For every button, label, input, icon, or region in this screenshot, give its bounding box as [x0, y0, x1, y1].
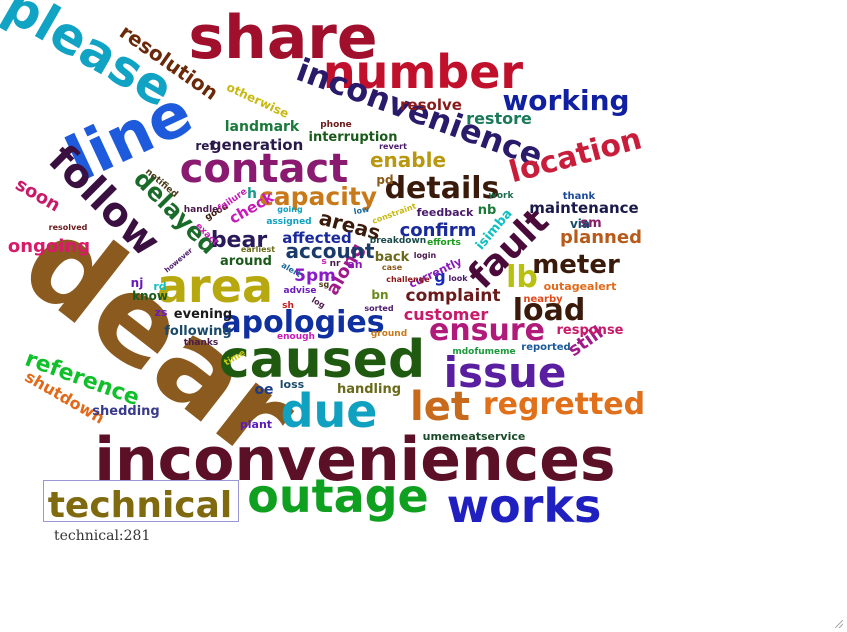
cloud-word-outage[interactable]: outage: [247, 469, 429, 523]
cloud-word-ah[interactable]: ah: [347, 258, 362, 271]
cloud-word-ensure[interactable]: ensure: [429, 313, 545, 348]
cloud-word-working[interactable]: working: [502, 84, 629, 117]
cloud-word-know[interactable]: know: [132, 289, 168, 303]
cloud-word-inconveniences[interactable]: inconveniences: [94, 425, 615, 495]
cloud-word-resolved[interactable]: resolved: [49, 223, 88, 232]
cloud-word-load[interactable]: load: [513, 293, 586, 328]
cloud-word-thank[interactable]: thank: [563, 191, 596, 202]
cloud-word-zs[interactable]: zs: [155, 306, 168, 319]
cloud-word-reported[interactable]: reported: [521, 342, 570, 353]
cloud-word-plant[interactable]: plant: [240, 418, 272, 431]
cloud-word-bear[interactable]: bear: [211, 228, 268, 253]
cloud-word-apologies[interactable]: apologies: [221, 305, 384, 340]
word-tooltip: technical:281: [54, 528, 151, 544]
cloud-word-meter[interactable]: meter: [532, 250, 620, 280]
cloud-word-area[interactable]: area: [157, 259, 273, 313]
cloud-word-shedding[interactable]: shedding: [92, 404, 159, 419]
cloud-word-efforts[interactable]: efforts: [427, 238, 461, 248]
cloud-word-maintenance[interactable]: maintenance: [529, 199, 638, 217]
cloud-word-sg[interactable]: sg: [319, 280, 330, 289]
cloud-word-revert[interactable]: revert: [379, 142, 407, 151]
cloud-word-customer[interactable]: customer: [404, 305, 489, 324]
cloud-word-restore[interactable]: restore: [466, 109, 532, 128]
cloud-word-nb[interactable]: nb: [478, 203, 497, 218]
cloud-word-advise[interactable]: advise: [284, 286, 317, 296]
cloud-word-look[interactable]: look: [448, 274, 468, 283]
cloud-word-case[interactable]: case: [382, 263, 403, 272]
cloud-word-low[interactable]: low: [353, 205, 371, 217]
cloud-word-planned[interactable]: planned: [560, 227, 642, 248]
cloud-word-back[interactable]: back: [375, 250, 410, 265]
cloud-word-umemeatservice[interactable]: umemeatservice: [423, 430, 526, 443]
cloud-word-outagealert[interactable]: outagealert: [544, 280, 617, 293]
cloud-word-contact[interactable]: contact: [180, 146, 349, 192]
cloud-word-oe[interactable]: oe: [254, 382, 273, 398]
cloud-word-pd[interactable]: pd: [376, 173, 393, 187]
cloud-word-thanks[interactable]: thanks: [184, 338, 219, 348]
cloud-word-ref[interactable]: ref: [195, 139, 215, 153]
cloud-word-sorted[interactable]: sorted: [364, 304, 393, 313]
cloud-word-number[interactable]: number: [323, 45, 524, 99]
cloud-word-via[interactable]: via: [570, 217, 590, 231]
cloud-word-details[interactable]: details: [385, 171, 500, 206]
cloud-word-h[interactable]: h: [247, 186, 257, 202]
cloud-word-share[interactable]: share: [188, 3, 377, 73]
cloud-word-capacity[interactable]: capacity: [259, 182, 377, 211]
cloud-word-otherwise[interactable]: otherwise: [224, 80, 291, 121]
cloud-word-nearby[interactable]: nearby: [523, 294, 563, 305]
cloud-word-works[interactable]: works: [447, 479, 602, 533]
cloud-word-alert[interactable]: alert: [280, 261, 303, 280]
cloud-word-complaint[interactable]: complaint: [406, 286, 501, 306]
cloud-word-earliest[interactable]: earliest: [241, 245, 275, 254]
cloud-word-sm[interactable]: sm: [580, 216, 601, 231]
cloud-word-generation[interactable]: generation: [211, 136, 304, 154]
cloud-word-mdofumeme[interactable]: mdofumeme: [452, 347, 515, 357]
cloud-word-affected[interactable]: affected: [282, 229, 351, 247]
resize-grip-icon: [835, 620, 843, 628]
cloud-word-lb[interactable]: lb: [506, 260, 538, 295]
cloud-word-issue[interactable]: issue: [444, 348, 567, 397]
cloud-word-confirm[interactable]: confirm: [400, 220, 477, 241]
cloud-word-resolve[interactable]: resolve: [400, 96, 462, 114]
cloud-word-response[interactable]: response: [556, 323, 623, 338]
cloud-word-work[interactable]: work: [489, 191, 515, 201]
cloud-word-evening[interactable]: evening: [174, 307, 232, 322]
cloud-word-landmark[interactable]: landmark: [225, 119, 300, 135]
cloud-word-ground[interactable]: ground: [371, 329, 407, 339]
cloud-word-loss[interactable]: loss: [280, 378, 305, 391]
cloud-word-following[interactable]: following: [164, 324, 231, 339]
cloud-word-due[interactable]: due: [281, 384, 378, 438]
cloud-word-sh[interactable]: sh: [282, 301, 294, 311]
cloud-word-interruption[interactable]: interruption: [309, 130, 398, 145]
cloud-word-phone[interactable]: phone: [320, 120, 352, 130]
cloud-word-breakdown[interactable]: breakdown: [370, 236, 426, 246]
cloud-word-handle[interactable]: handle: [184, 205, 219, 215]
cloud-word-nj[interactable]: nj: [131, 276, 144, 290]
cloud-word-let[interactable]: let: [410, 384, 470, 430]
cloud-word-5pm[interactable]: 5pm: [294, 266, 336, 286]
cloud-word-regretted[interactable]: regretted: [483, 387, 645, 422]
cloud-word-handling[interactable]: handling: [337, 382, 401, 397]
cloud-word-ongoing[interactable]: ongoing: [8, 236, 90, 257]
cloud-word-g[interactable]: g: [434, 267, 445, 286]
cloud-word-challenge[interactable]: challenge: [386, 275, 430, 284]
cloud-word-assigned[interactable]: assigned: [266, 217, 311, 227]
cloud-word-bn[interactable]: bn: [371, 288, 388, 302]
cloud-word-caused[interactable]: caused: [219, 330, 425, 390]
cloud-word-rd[interactable]: rd: [153, 280, 166, 293]
cloud-word-technical[interactable]: technical: [48, 485, 233, 526]
cloud-word-feedback[interactable]: feedback: [417, 206, 474, 219]
cloud-word-nr[interactable]: nr: [330, 259, 341, 269]
cloud-word-account[interactable]: account: [286, 239, 375, 263]
cloud-word-enable[interactable]: enable: [370, 148, 446, 172]
cloud-word-login[interactable]: login: [414, 251, 437, 260]
cloud-word-going[interactable]: going: [277, 205, 303, 214]
cloud-word-enough[interactable]: enough: [277, 332, 315, 342]
cloud-word-around[interactable]: around: [220, 254, 272, 269]
word-hover-highlight: [43, 480, 239, 522]
cloud-word-s[interactable]: s: [321, 257, 326, 267]
